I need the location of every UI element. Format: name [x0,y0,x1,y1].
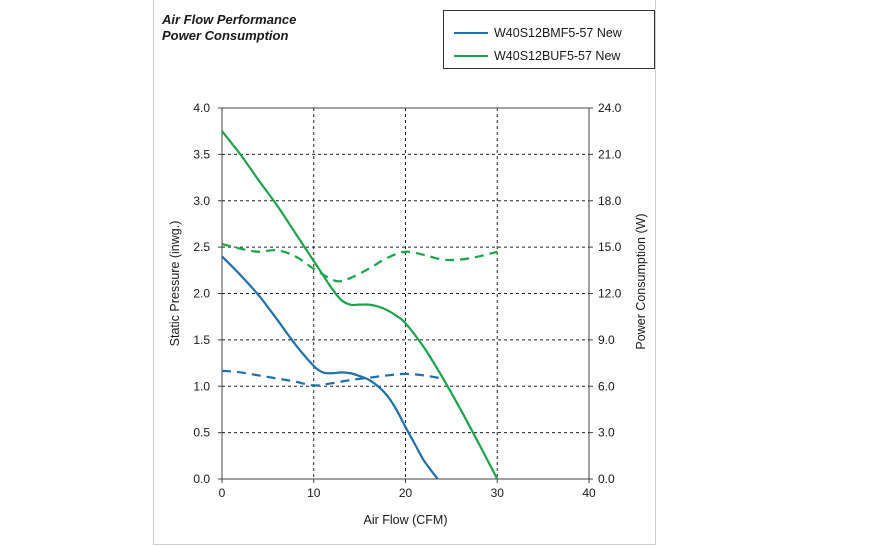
y2-axis-title: Power Consumption (W) [634,213,648,349]
series-line-1-power [221,369,443,387]
y2-tick-label: 6.0 [598,379,615,393]
y-tick-label: 4.0 [193,101,210,115]
legend-item-bmf: W40S12BMF5-57 New [454,25,622,41]
y2-tick-label: 3.0 [598,426,615,440]
legend-swatch-buf [454,55,488,57]
legend: W40S12BMF5-57 New W40S12BUF5-57 New [443,10,655,69]
series-lines [221,130,499,480]
y-tick-label: 0.5 [193,426,210,440]
y-tick-label: 1.0 [193,379,210,393]
y2-tick-label: 15.0 [598,240,622,254]
x-tick-label: 30 [491,486,505,500]
tick-labels: 0 10 20 30 400.00.51.01.52.02.53.03.54.00.03… [193,101,621,500]
y2-tick-label: 18.0 [598,194,622,208]
chart-title-line2: Power Consumption [162,28,289,43]
chart-title-line1: Air Flow Performance [162,12,297,27]
y2-tick-label: 9.0 [598,333,615,347]
y-tick-label: 2.5 [193,240,210,254]
series-line-2-static-pressure [221,130,499,480]
chart-title-block: Air Flow Performance Power Consumption [162,12,296,44]
grid-lines [222,108,589,479]
series-line-0-static-pressure [221,255,439,480]
y-tick-label: 0.0 [193,472,210,486]
legend-swatch-bmf [454,32,488,34]
series-line-3-power [221,242,498,283]
y2-tick-label: 21.0 [598,147,622,161]
legend-label-buf: W40S12BUF5-57 New [494,49,621,63]
y2-tick-label: 12.0 [598,287,622,301]
y2-tick-label: 0.0 [598,472,615,486]
x-tick-label: 0 [219,486,226,500]
y2-tick-label: 24.0 [598,101,622,115]
y-tick-label: 2.0 [193,287,210,301]
x-tick-label: 20 [399,486,413,500]
x-tick-label: 40 [582,486,596,500]
y-tick-label: 1.5 [193,333,210,347]
x-axis-title: Air Flow (CFM) [363,513,447,527]
x-tick-label: 10 [307,486,321,500]
legend-item-buf: W40S12BUF5-57 New [454,48,620,64]
y-tick-label: 3.5 [193,147,210,161]
y-axis-title: Static Pressure (inwg.) [168,221,182,347]
legend-label-bmf: W40S12BMF5-57 New [494,26,622,40]
y-tick-label: 3.0 [193,194,210,208]
